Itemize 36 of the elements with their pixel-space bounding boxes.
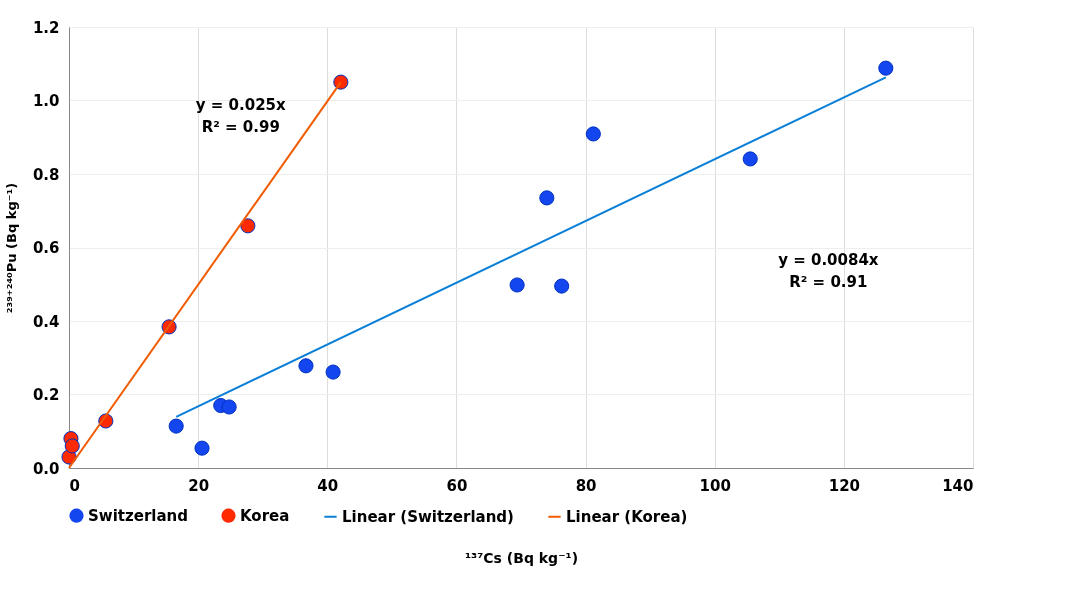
x-tick-label: 40 (317, 476, 339, 495)
x-axis-title: ¹³⁷Cs (Bq kg⁻¹) (464, 549, 579, 566)
y-axis-title: ²³⁹⁺²⁴⁰Pu (Bq kg⁻¹) (3, 182, 19, 314)
legend-label: Switzerland (88, 506, 188, 525)
x-tick-label: 20 (188, 476, 210, 495)
y-tick-label: 0.4 (32, 312, 60, 331)
legend-label: Korea (240, 506, 290, 525)
point (539, 190, 555, 206)
point (240, 218, 256, 234)
point (509, 277, 525, 293)
x-tick-label: 120 (828, 476, 861, 495)
point (298, 358, 314, 374)
y-tick-label: 0.0 (32, 459, 60, 478)
legend-label: Linear (Korea) (566, 507, 688, 526)
x-tick-label: 100 (699, 476, 731, 495)
x-tick-label: 80 (575, 476, 597, 495)
y-tick-label: 0.8 (32, 165, 60, 184)
point (554, 278, 570, 294)
legend-label: Linear (Switzerland) (342, 507, 514, 526)
y-tick-label: 0.6 (32, 239, 60, 257)
y-tick-label: 0.2 (32, 386, 60, 404)
y-tick-label: 1.0 (32, 92, 60, 110)
point (878, 60, 894, 76)
x-tick-label: 0 (69, 476, 80, 495)
point (585, 126, 601, 142)
y-tick-label: 1.2 (32, 18, 60, 37)
point (742, 151, 758, 167)
annotation: y = 0.025x R² = 0.99 (195, 96, 287, 137)
point (64, 438, 80, 454)
x-tick-label: 140 (942, 476, 974, 495)
point (325, 364, 341, 380)
point (168, 418, 184, 434)
point (194, 440, 210, 456)
x-tick-label: 60 (446, 476, 468, 495)
annotation: y = 0.0084x R² = 0.91 (778, 250, 879, 291)
point (221, 399, 237, 415)
